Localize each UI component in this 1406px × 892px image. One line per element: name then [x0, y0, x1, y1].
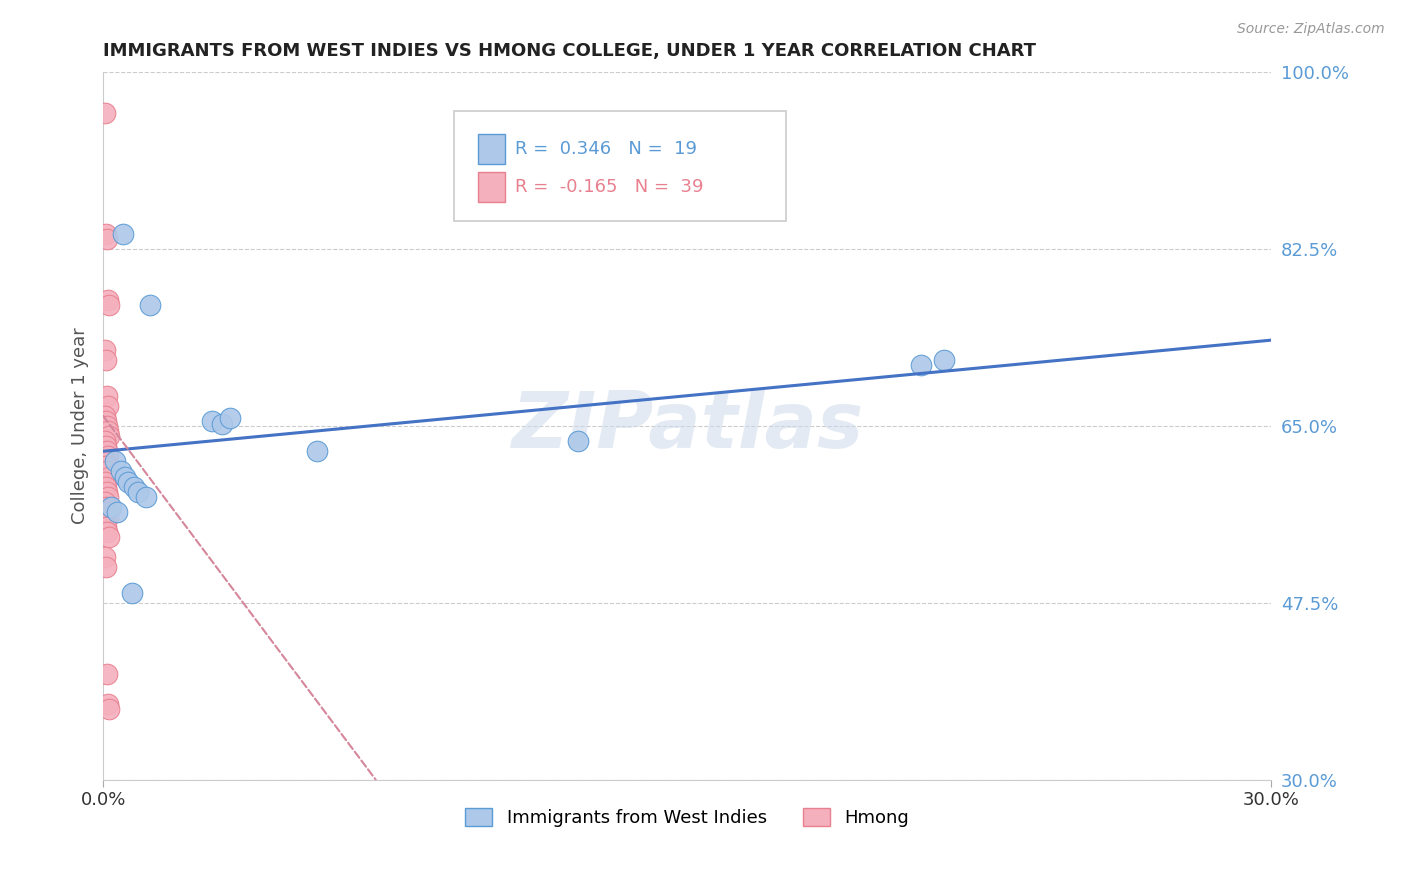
Point [96, 444, 118, 458]
Point [94, 105, 117, 120]
Point [96, 439, 118, 453]
Text: R =  -0.165   N =  39: R = -0.165 N = 39 [515, 178, 703, 196]
Point [97, 424, 120, 438]
Point [96, 500, 118, 514]
Point [94, 495, 117, 509]
Text: R =  0.346   N =  19: R = 0.346 N = 19 [515, 140, 697, 158]
Point [98, 429, 121, 443]
Point [127, 484, 149, 499]
Point [97, 293, 120, 307]
Point [98, 702, 121, 716]
Point [567, 434, 589, 449]
Bar [478, 172, 505, 202]
Point [97, 510, 120, 524]
Point [94, 515, 117, 529]
Point [96, 480, 118, 494]
Point [97, 399, 120, 413]
Point [104, 454, 127, 468]
Point [96, 232, 118, 246]
Point [105, 505, 128, 519]
Point [94, 434, 117, 449]
Point [96, 666, 118, 681]
Point [96, 353, 118, 368]
Point [910, 359, 932, 373]
Point [117, 475, 139, 489]
Point [94, 409, 117, 423]
Point [98, 469, 121, 483]
Point [96, 525, 118, 540]
Point [97, 490, 120, 504]
Point [97, 697, 120, 711]
Text: Source: ZipAtlas.com: Source: ZipAtlas.com [1237, 22, 1385, 37]
Point [98, 298, 121, 312]
Point [96, 520, 118, 534]
Point [96, 227, 118, 241]
Point [96, 389, 118, 403]
Point [96, 419, 118, 434]
Point [97, 450, 120, 464]
Point [111, 227, 134, 241]
Bar [478, 134, 505, 164]
Point [307, 444, 329, 458]
Point [932, 353, 955, 368]
Point [96, 505, 118, 519]
Point [135, 490, 157, 504]
Point [201, 414, 224, 428]
Point [98, 530, 121, 544]
Point [96, 459, 118, 474]
Point [94, 343, 117, 358]
Point [96, 465, 118, 479]
Point [218, 411, 240, 425]
Point [94, 550, 117, 565]
Legend: Immigrants from West Indies, Hmong: Immigrants from West Indies, Hmong [458, 800, 917, 834]
Point [94, 475, 117, 489]
Point [96, 560, 118, 574]
Point [139, 298, 162, 312]
Text: ZIPatlas: ZIPatlas [510, 388, 863, 464]
Point [94, 454, 117, 468]
Point [211, 417, 233, 431]
Text: IMMIGRANTS FROM WEST INDIES VS HMONG COLLEGE, UNDER 1 YEAR CORRELATION CHART: IMMIGRANTS FROM WEST INDIES VS HMONG COL… [103, 42, 1036, 60]
Point [96, 414, 118, 428]
Point [124, 480, 146, 494]
Point [100, 500, 122, 514]
Point [121, 585, 143, 599]
Point [110, 465, 132, 479]
Y-axis label: College, Under 1 year: College, Under 1 year [72, 327, 89, 524]
FancyBboxPatch shape [454, 112, 786, 221]
Point [114, 469, 136, 483]
Point [96, 484, 118, 499]
